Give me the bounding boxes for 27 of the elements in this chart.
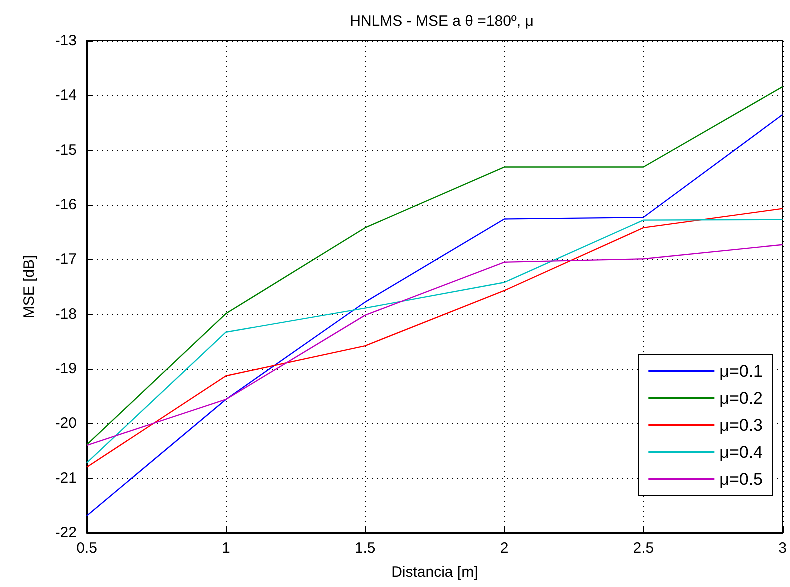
x-tick-label: 1 [222,540,230,557]
line-series [86,244,784,446]
y-tick-label: -21 [55,470,77,487]
legend-label: μ=0.3 [720,416,764,435]
y-tick-label: -15 [55,142,77,159]
legend-label: μ=0.4 [720,443,764,462]
y-tick-label: -19 [55,360,77,378]
y-tick-label: -17 [55,251,77,268]
y-tick-label: -14 [55,87,77,104]
x-tick-label: 2.5 [633,540,654,557]
x-tick-label: 3 [778,540,787,557]
x-tick-label: 2 [500,540,509,557]
chart-title: HNLMS - MSE a θ =180º, μ [350,13,534,30]
y-tick-label: -18 [55,306,77,323]
legend-label: μ=0.2 [720,389,764,408]
legend-label: μ=0.1 [720,362,764,381]
x-axis-title: Distancia [m] [392,564,478,581]
y-tick-label: -22 [55,524,77,542]
y-axis-title: MSE [dB] [21,255,38,319]
x-tick-label: 0.5 [76,540,98,557]
y-tick-label: -20 [55,415,77,432]
legend-label: μ=0.5 [720,470,764,489]
y-tick-label: -16 [55,196,77,214]
x-tick-label: 1.5 [354,540,376,557]
y-tick-label: -13 [55,32,77,50]
line-series [86,86,784,446]
line-series [86,114,784,517]
